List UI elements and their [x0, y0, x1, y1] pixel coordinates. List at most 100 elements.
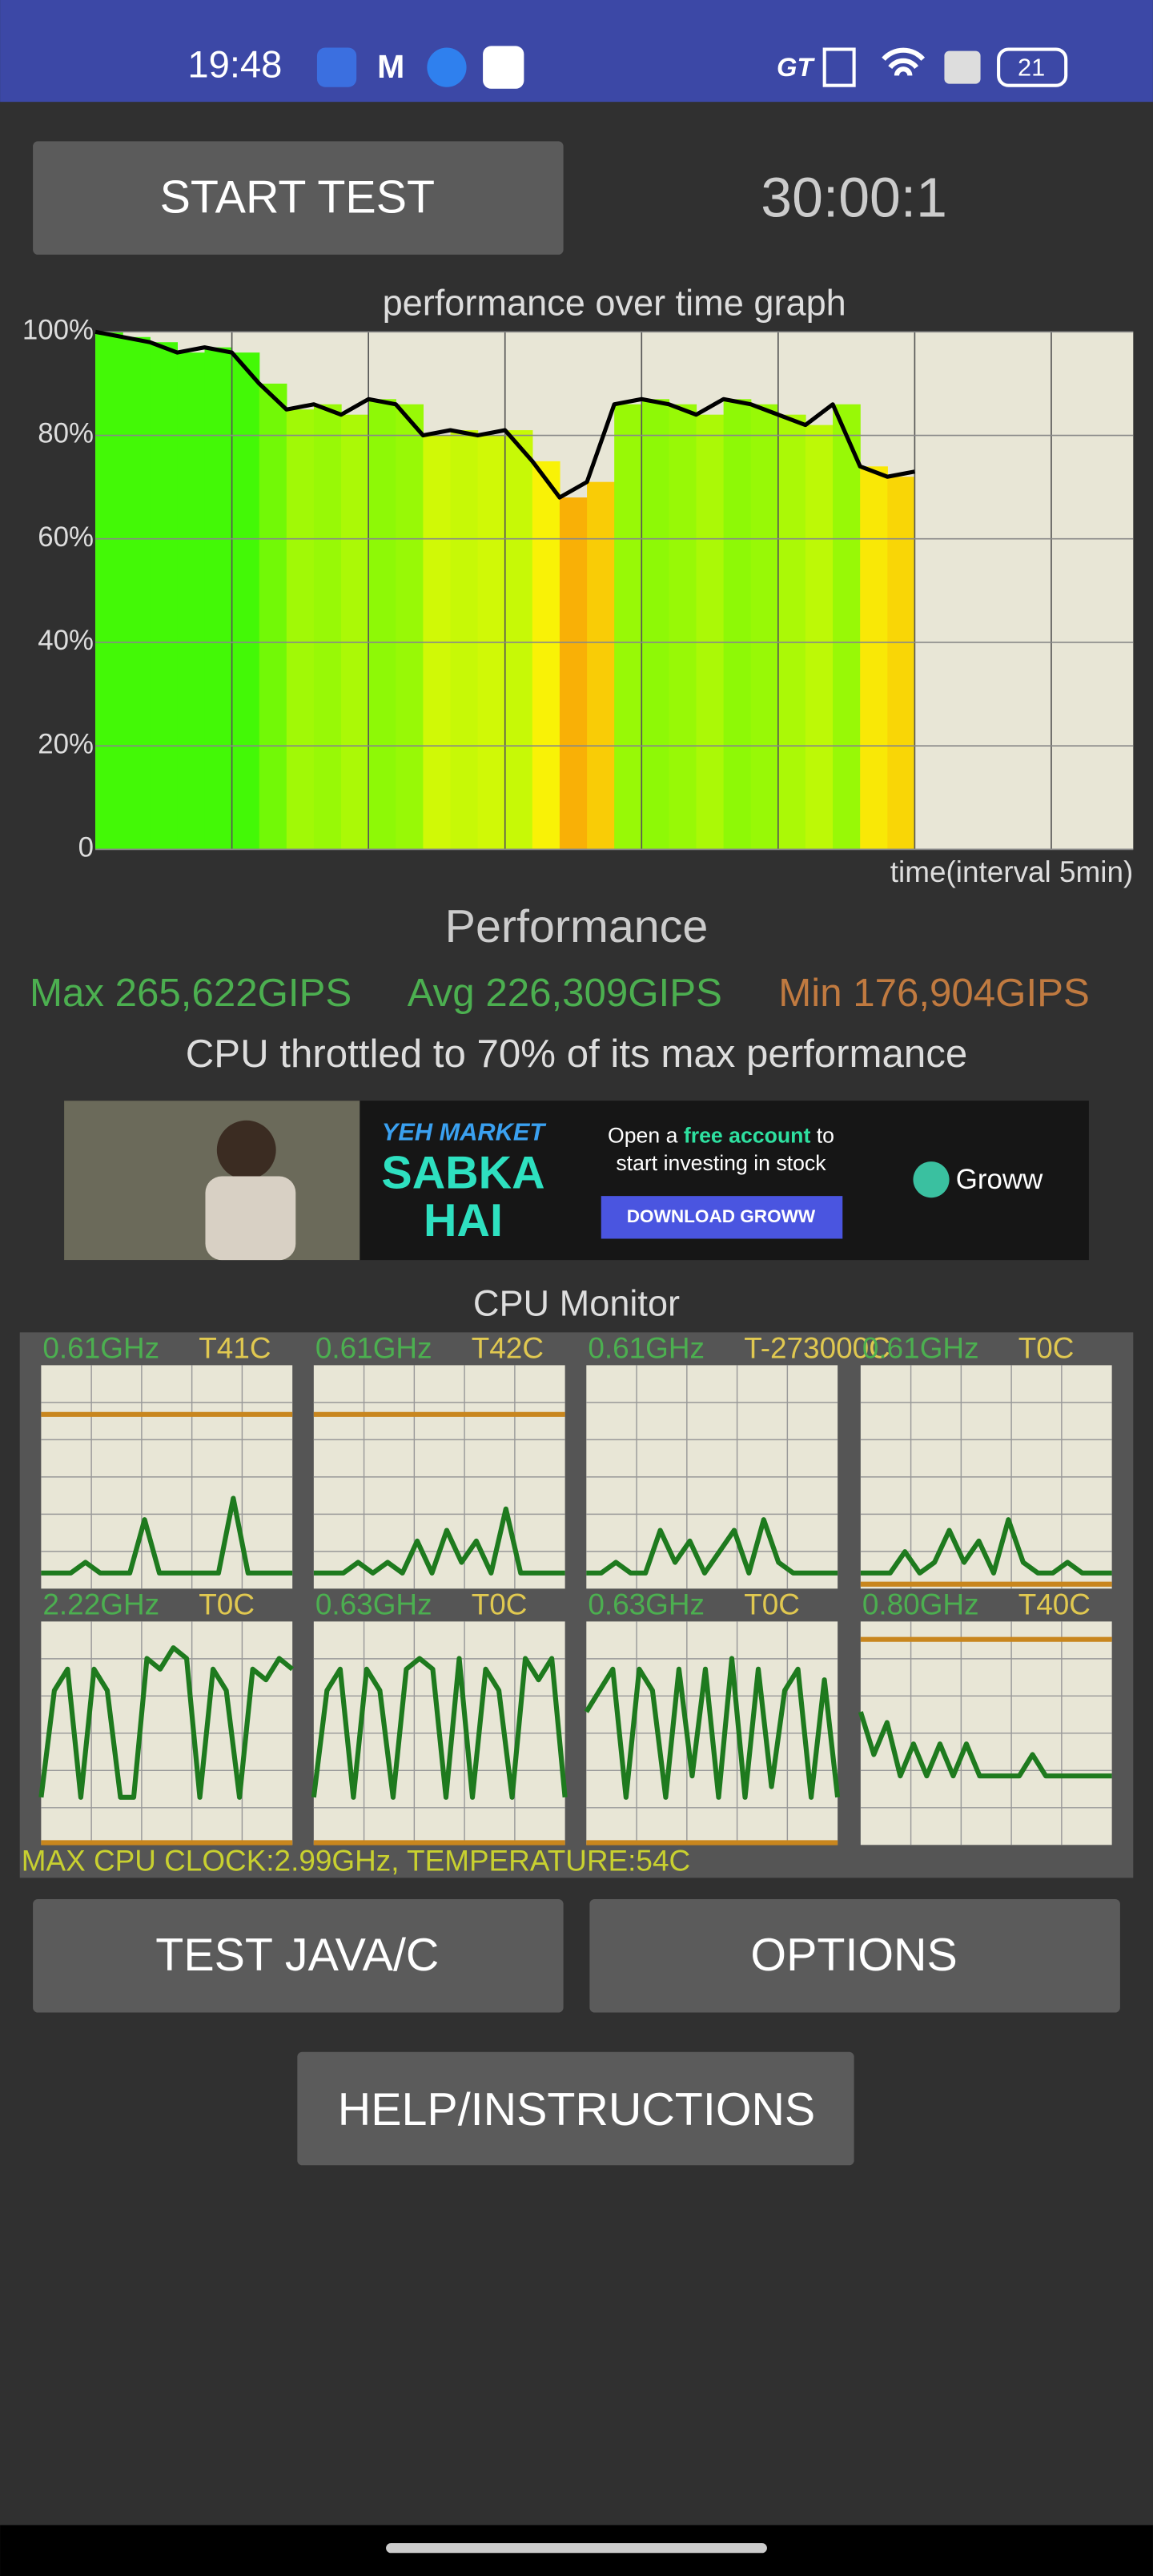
y-tick-label: 80% [38, 418, 94, 449]
ad-cta-label: DOWNLOAD GROWW [627, 1206, 816, 1226]
cpu-temperature: T41C [199, 1332, 271, 1365]
cpu-frequency: 0.80GHz [862, 1588, 979, 1621]
notification-icon: M [377, 48, 404, 85]
max-performance: Max 265,622GIPS [30, 971, 352, 1015]
performance-line [94, 329, 915, 500]
cpu-temperature: T-273000C [744, 1332, 890, 1365]
cpu-frequency: 0.61GHz [588, 1332, 705, 1365]
cpu-cell: 0.63GHz T0C [584, 1588, 841, 1845]
cpu-frequency: 0.63GHz [588, 1588, 705, 1621]
sim-icon [944, 50, 981, 84]
test-java-button[interactable] [33, 1898, 564, 2013]
ad-brand: Groww [956, 1164, 1043, 1195]
test-java-label: TEST JAVA/C [155, 1930, 439, 1981]
y-tick-label: 100% [22, 315, 94, 346]
cpu-cell: 0.61GHz T41C [41, 1332, 293, 1589]
ad-headline: SABKA [381, 1148, 544, 1199]
status-bar [0, 0, 1153, 103]
cpu-monitor-title: CPU Monitor [473, 1282, 680, 1323]
cpu-cell: 2.22GHz T0C [38, 1588, 295, 1845]
y-tick-label: 40% [38, 625, 94, 656]
cpu-frequency: 0.61GHz [42, 1332, 159, 1365]
cpu-monitor-footer: MAX CPU CLOCK:2.99GHz, TEMPERATURE:54C [22, 1845, 690, 1878]
cpu-frequency: 0.63GHz [315, 1588, 432, 1621]
help-button[interactable] [297, 2051, 854, 2166]
cpu-frequency: 0.61GHz [315, 1332, 432, 1365]
area-column [450, 430, 479, 850]
ad-headline: YEH MARKET [382, 1117, 547, 1145]
area-column [341, 414, 369, 850]
area-column [777, 414, 806, 850]
options-button[interactable] [589, 1898, 1120, 2013]
min-performance: Min 176,904GIPS [778, 971, 1090, 1015]
area-column [123, 336, 151, 850]
area-column [204, 347, 233, 850]
area-column [559, 497, 588, 850]
area-column [532, 461, 560, 850]
cpu-cell: 0.61GHz T0C [860, 1332, 1112, 1589]
area-column [368, 399, 396, 850]
ad-banner[interactable]: YEH MARKET SABKA HAI Open a free account… [64, 1101, 1089, 1261]
load-line [41, 1495, 293, 1576]
area-column [614, 404, 642, 850]
area-column [750, 404, 779, 850]
area-column [587, 481, 615, 850]
notification-icon [483, 46, 524, 89]
ad-copy: start investing in stock [616, 1151, 826, 1175]
nfc-icon [822, 47, 856, 87]
load-line [584, 1656, 841, 1800]
load-line [586, 1517, 838, 1576]
throttle-summary: CPU throttled to 70% of its max performa… [186, 1032, 968, 1076]
cpu-cell: 0.63GHz T0C [311, 1588, 568, 1845]
cpu-temperature: T0C [472, 1588, 528, 1621]
area-column [641, 399, 670, 850]
area-column [286, 409, 315, 850]
cpu-temperature: T42C [472, 1332, 544, 1365]
gt-icon: GT [777, 52, 816, 82]
cpu-frequency: 0.61GHz [862, 1332, 979, 1365]
cpu-temperature: T0C [1018, 1332, 1075, 1365]
cpu-temperature: T0C [199, 1588, 255, 1621]
chart-title: performance over time graph [383, 282, 846, 323]
area-column [805, 425, 834, 850]
load-line [311, 1656, 568, 1800]
load-line [38, 1645, 295, 1800]
battery-icon [997, 47, 1068, 87]
cpu-cell: 0.61GHz T-273000C [586, 1332, 890, 1589]
help-label: HELP/INSTRUCTIONS [338, 2084, 815, 2135]
area-column [231, 352, 260, 850]
area-column [887, 477, 916, 850]
cpu-cells: 0.61GHz T41C 0.61GHz T42C 0.61GHz T-273000C0.… [38, 1332, 1112, 1845]
area-column [833, 404, 861, 850]
y-tick-label: 60% [38, 521, 94, 553]
cpu-frequency: 2.22GHz [42, 1588, 159, 1621]
cpu-cell: 0.80GHz T40C [858, 1588, 1112, 1845]
ad-photo [205, 1176, 296, 1261]
home-indicator[interactable] [386, 2542, 767, 2554]
area-column [95, 332, 123, 850]
cpu-cell: 0.61GHz T42C [313, 1332, 565, 1589]
area-column [504, 430, 533, 850]
y-tick-label: 20% [38, 728, 94, 759]
ad-logo [913, 1161, 950, 1198]
battery-level: 21 [1018, 53, 1045, 81]
load-line [313, 1506, 565, 1576]
ad-headline: HAI [424, 1195, 503, 1246]
timer: 30:00:1 [761, 167, 947, 229]
cpu-temperature: T40C [1018, 1588, 1091, 1621]
x-axis-label: time(interval 5min) [890, 855, 1134, 888]
area-column [150, 342, 179, 850]
area-column [396, 404, 424, 850]
performance-title: Performance [445, 901, 709, 952]
cpu-temperature: T0C [744, 1588, 800, 1621]
load-line [858, 1711, 1112, 1779]
start-test-label: START TEST [160, 171, 435, 223]
start-test-button[interactable] [33, 141, 564, 255]
notification-icon [427, 47, 467, 87]
notification-icon [316, 47, 357, 87]
area-column [669, 404, 697, 850]
ad-cta-button[interactable] [601, 1196, 843, 1239]
